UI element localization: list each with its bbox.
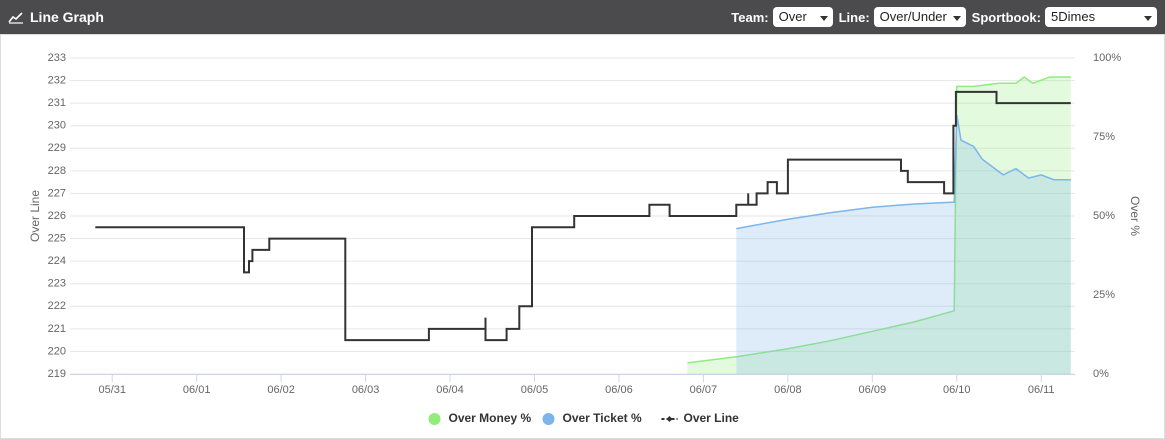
control-label: Sportbook: xyxy=(971,9,1041,25)
x-tick-label: 05/31 xyxy=(98,384,126,396)
y-tick-label: 219 xyxy=(48,368,66,380)
y2-tick-label: 0% xyxy=(1093,368,1109,380)
header-title: Line Graph xyxy=(30,9,104,25)
legend-item: Over Money % xyxy=(428,411,532,425)
y-tick-label: 223 xyxy=(48,278,66,290)
y2-tick-label: 25% xyxy=(1093,289,1115,301)
y2-tick-label: 100% xyxy=(1093,52,1121,64)
team-select[interactable]: Over xyxy=(772,7,833,27)
legend-symbol xyxy=(428,413,441,425)
x-tick-label: 06/02 xyxy=(267,384,295,396)
y-tick-label: 225 xyxy=(48,232,66,244)
y-tick-label: 233 xyxy=(48,52,66,64)
legend-label: Over Line xyxy=(684,411,740,425)
x-tick-label: 06/07 xyxy=(690,384,718,396)
y2-tick-label: 50% xyxy=(1093,210,1115,222)
x-tick-label: 06/05 xyxy=(521,384,549,396)
x-tick-label: 06/01 xyxy=(183,384,211,396)
control-label: Team: xyxy=(731,9,769,25)
legend-item: Over Line xyxy=(661,411,740,425)
y-tick-label: 230 xyxy=(48,120,66,132)
legend-marker xyxy=(666,416,673,422)
y-tick-label: 231 xyxy=(48,97,66,109)
y-tick-label: 228 xyxy=(48,165,66,177)
y-tick-label: 227 xyxy=(48,187,66,199)
legend-symbol xyxy=(542,413,555,425)
x-tick-label: 06/08 xyxy=(774,384,802,396)
control-label: Line: xyxy=(838,9,870,25)
y-axis-title: Over Line xyxy=(28,190,42,242)
series-line xyxy=(687,76,1071,364)
x-tick-label: 06/04 xyxy=(436,384,464,396)
x-tick-label: 06/03 xyxy=(352,384,380,396)
y-tick-label: 222 xyxy=(48,300,66,312)
x-tick-label: 06/11 xyxy=(1028,384,1055,396)
y-tick-label: 220 xyxy=(48,345,66,357)
y-tick-label: 224 xyxy=(48,255,66,267)
series-line xyxy=(95,90,1071,342)
legend-item: Over Ticket % xyxy=(542,411,642,425)
x-tick-label: 06/06 xyxy=(605,384,633,396)
series-line xyxy=(736,114,1071,230)
y-tick-label: 232 xyxy=(48,74,66,86)
line-select[interactable]: Over/Under xyxy=(873,7,966,27)
header-bar: Line Graph Team: Over Line: Over/Under S… xyxy=(0,0,1165,34)
x-tick-label: 06/09 xyxy=(859,384,887,396)
y2-axis-title: Over % xyxy=(1128,196,1142,236)
legend-label: Over Money % xyxy=(449,411,532,425)
area-fill xyxy=(736,114,1071,375)
legend-label: Over Ticket % xyxy=(563,411,642,425)
sportbook-select[interactable]: 5Dimes xyxy=(1045,7,1157,27)
y-tick-label: 229 xyxy=(48,142,66,154)
y-tick-label: 221 xyxy=(48,323,66,335)
y-tick-label: 226 xyxy=(48,210,66,222)
area-fill xyxy=(687,77,1071,374)
chart-icon xyxy=(8,12,23,24)
y2-tick-label: 75% xyxy=(1093,131,1115,143)
x-tick-label: 06/10 xyxy=(943,384,971,396)
chart: 219 220 221 222 223 224 225 226 227 228 229 230 231 2… xyxy=(0,34,1165,439)
